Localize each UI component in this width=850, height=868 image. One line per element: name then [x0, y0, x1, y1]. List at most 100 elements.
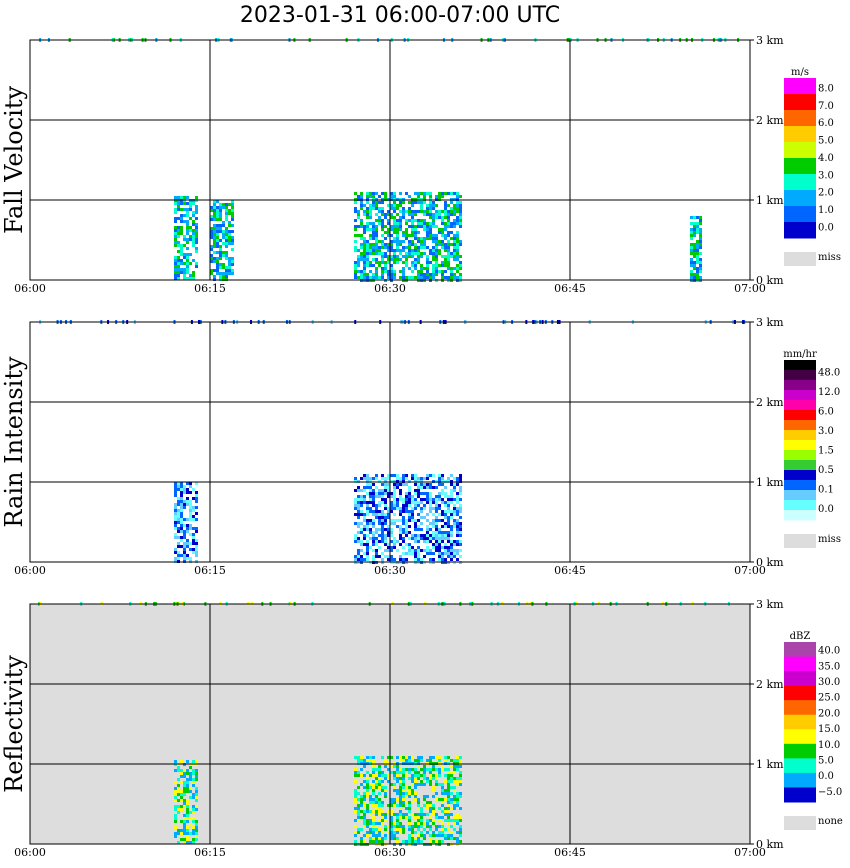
echo-cell	[210, 254, 213, 257]
echo-cell	[411, 240, 414, 243]
echo-cell	[180, 790, 183, 793]
echo-cell	[363, 558, 366, 561]
echo-cell	[381, 540, 384, 543]
echo-cell	[396, 234, 399, 237]
echo-cell	[372, 258, 375, 261]
echo-cell	[381, 510, 384, 513]
echo-cell	[453, 225, 456, 228]
echo-cell	[399, 792, 402, 795]
echo-cell	[369, 783, 372, 786]
echo-cell	[186, 241, 189, 244]
echo-cell	[699, 216, 702, 219]
echo-cell	[375, 234, 378, 237]
echo-cell	[405, 531, 408, 534]
echo-cell	[183, 545, 186, 548]
echo-cell	[399, 192, 402, 195]
echo-cell	[408, 768, 411, 771]
echo-cell	[354, 774, 357, 777]
echo-cell	[435, 486, 438, 489]
echo-cell	[420, 477, 423, 480]
echo-cell	[174, 524, 177, 527]
echo-cell	[381, 477, 384, 480]
echo-cell	[189, 766, 192, 769]
echo-cell	[390, 804, 393, 807]
echo-cell	[387, 831, 390, 834]
echo-cell	[456, 558, 459, 561]
echo-cell	[381, 255, 384, 258]
echo-cell	[447, 522, 450, 525]
echo-cell	[381, 528, 384, 531]
echo-cell	[186, 539, 189, 542]
echo-cell	[432, 543, 435, 546]
echo-cell	[174, 208, 177, 211]
echo-cell	[375, 258, 378, 261]
echo-cell	[231, 260, 234, 263]
echo-cell	[459, 831, 462, 834]
echo-cell	[177, 196, 180, 199]
echo-cell	[228, 233, 231, 236]
echo-cell	[393, 474, 396, 477]
echo-cell	[372, 228, 375, 231]
echo-cell	[381, 810, 384, 813]
echo-cell	[372, 264, 375, 267]
echo-cell	[456, 783, 459, 786]
echo-cell	[390, 813, 393, 816]
echo-cell	[453, 255, 456, 258]
echo-cell	[423, 534, 426, 537]
echo-cell	[690, 252, 693, 255]
echo-cell	[222, 233, 225, 236]
echo-cell	[216, 236, 219, 239]
echo-cell	[399, 783, 402, 786]
echo-cell	[417, 249, 420, 252]
echo-cell	[435, 537, 438, 540]
echo-cell	[420, 501, 423, 504]
echo-cell	[372, 498, 375, 501]
echo-cell	[417, 807, 420, 810]
echo-cell	[387, 756, 390, 759]
echo-cell	[372, 771, 375, 774]
echo-cell	[363, 834, 366, 837]
echo-cell	[423, 555, 426, 558]
echo-cell	[357, 816, 360, 819]
echo-cell	[357, 516, 360, 519]
echo-cell	[381, 756, 384, 759]
echo-cell	[399, 225, 402, 228]
echo-cell	[354, 834, 357, 837]
echo-cell	[189, 509, 192, 512]
echo-cell	[360, 531, 363, 534]
echo-cell	[225, 206, 228, 209]
echo-cell	[438, 558, 441, 561]
echo-cell	[174, 509, 177, 512]
echo-cell	[417, 273, 420, 276]
echo-cell	[360, 510, 363, 513]
echo-cell	[402, 540, 405, 543]
echo-cell	[384, 507, 387, 510]
echo-cell	[378, 219, 381, 222]
echo-cell	[429, 777, 432, 780]
echo-cell	[441, 537, 444, 540]
echo-cell	[180, 202, 183, 205]
echo-cell	[195, 835, 198, 838]
echo-cell	[450, 513, 453, 516]
echo-cell	[375, 249, 378, 252]
echo-cell	[186, 265, 189, 268]
echo-cell	[357, 249, 360, 252]
echo-cell	[456, 498, 459, 501]
echo-cell	[366, 243, 369, 246]
echo-cell	[435, 507, 438, 510]
echo-cell	[690, 273, 693, 276]
echo-cell	[411, 831, 414, 834]
echo-cell	[435, 213, 438, 216]
echo-cell	[375, 798, 378, 801]
echo-cell	[417, 237, 420, 240]
echo-cell	[393, 276, 396, 279]
echo-cell	[444, 225, 447, 228]
echo-cell	[387, 249, 390, 252]
echo-cell	[420, 498, 423, 501]
echo-cell	[408, 822, 411, 825]
echo-cell	[189, 524, 192, 527]
echo-cell	[225, 239, 228, 242]
echo-cell	[360, 795, 363, 798]
echo-cell	[414, 837, 417, 840]
echo-cell	[411, 840, 414, 843]
